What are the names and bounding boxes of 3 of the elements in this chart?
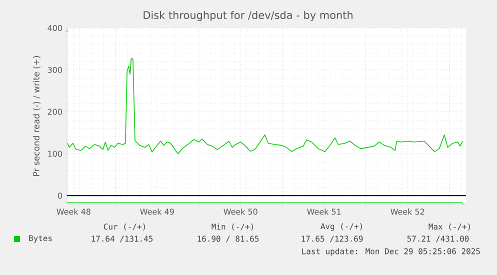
y-axis-title: Pr second read (-) / write (+) <box>32 56 40 176</box>
chart-title: Disk throughput for /dev/sda - by month <box>144 10 352 22</box>
line-series <box>67 58 464 154</box>
